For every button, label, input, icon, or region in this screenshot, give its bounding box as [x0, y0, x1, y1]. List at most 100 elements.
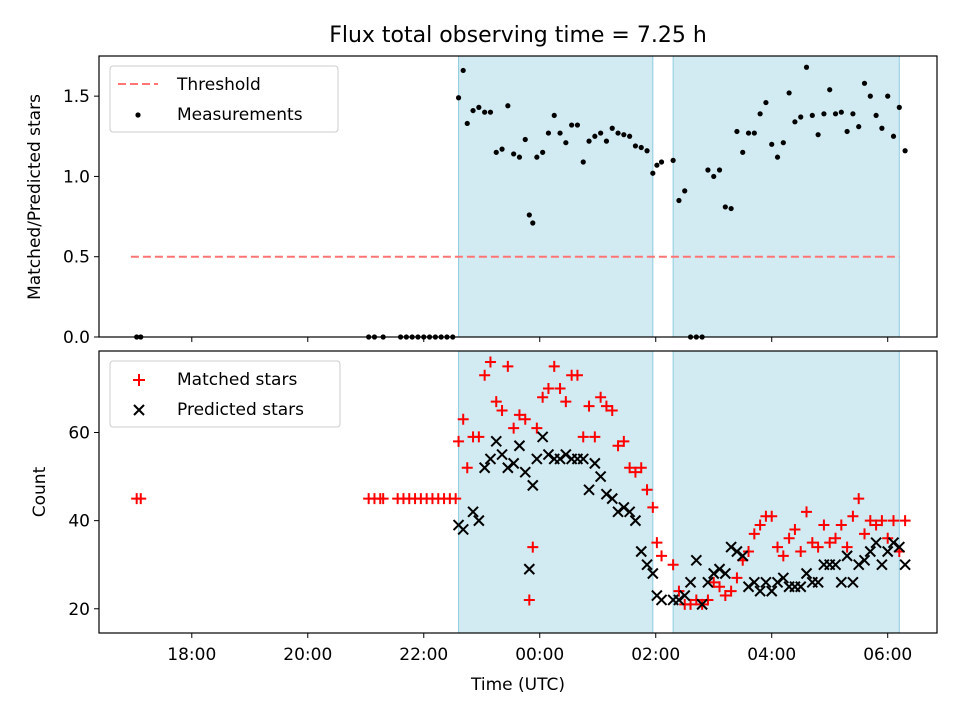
x-tick-label: 06:00: [863, 645, 912, 665]
chart-title: Flux total observing time = 7.25 h: [329, 23, 707, 48]
matched-marker: [513, 409, 525, 421]
measurement-point: [890, 133, 897, 139]
matched-marker: [830, 532, 842, 544]
predicted-marker: [467, 506, 479, 518]
measurement-point: [505, 103, 511, 109]
measurement-point: [627, 133, 633, 139]
measurement-point: [676, 197, 682, 204]
predicted-marker: [635, 545, 647, 558]
top-panel: 0.0 0.5 1.0 1.5 Matched/Predicted stars Thr…: [25, 55, 938, 348]
predicted-marker: [748, 576, 761, 589]
legend-matched-swatch: [133, 374, 145, 386]
matched-marker: [473, 431, 485, 443]
matched-marker: [876, 515, 888, 527]
predicted-marker: [577, 453, 589, 465]
top-y-tick-label: 0.0: [63, 328, 90, 348]
matched-marker: [888, 515, 900, 527]
bottom-observing-window-1: [458, 350, 654, 634]
predicted-marker: [641, 558, 653, 571]
predicted-marker: [690, 554, 703, 567]
measurement-point: [774, 154, 781, 160]
matched-marker: [714, 581, 726, 593]
legend-matched-label: Matched stars: [177, 370, 297, 390]
bottom-legend: Matched stars Predicted stars: [109, 360, 341, 428]
x-tick-label: 00:00: [515, 645, 564, 665]
predicted-marker: [647, 567, 659, 580]
top-y-tick-label: 1.5: [63, 87, 90, 107]
measurement-point: [902, 148, 908, 154]
measurement-point: [751, 130, 757, 136]
measurement-point: [757, 111, 763, 117]
measurement-point: [638, 144, 644, 151]
measurement-point: [621, 132, 627, 138]
matched-marker: [606, 404, 618, 416]
predicted-marker: [684, 576, 697, 589]
x-tick-label: 22:00: [399, 645, 448, 665]
matched-marker: [508, 422, 520, 434]
measurement-point: [861, 80, 868, 86]
top-axes-frame: [98, 55, 938, 338]
matched-marker: [537, 391, 549, 403]
predicted-stars-series: [452, 431, 911, 611]
measurement-point: [487, 109, 494, 115]
measurement-point: [526, 212, 532, 218]
bottom-legend-frame: [109, 360, 341, 428]
predicted-marker: [531, 453, 543, 465]
predicted-marker: [864, 545, 877, 558]
matched-marker: [531, 422, 543, 434]
matched-marker: [847, 510, 859, 522]
predicted-marker: [527, 479, 539, 492]
matched-marker: [542, 382, 554, 394]
matched-marker: [647, 501, 659, 513]
measurement-point: [644, 148, 650, 154]
predicted-marker: [829, 558, 842, 571]
measurement-point: [780, 140, 786, 146]
predicted-marker: [881, 545, 894, 558]
matched-marker: [571, 369, 583, 381]
measurement-point: [769, 141, 775, 147]
measurement-point: [534, 154, 540, 160]
predicted-marker: [629, 514, 642, 527]
measurement-point: [896, 104, 902, 110]
predicted-marker: [606, 492, 618, 505]
predicted-marker: [899, 558, 911, 571]
measurement-point: [511, 151, 517, 157]
bottom-y-axis-label: Count: [30, 466, 50, 517]
measurement-point: [763, 99, 769, 106]
predicted-marker: [583, 484, 595, 496]
predicted-marker: [847, 576, 859, 589]
predicted-marker: [876, 558, 888, 571]
matched-marker: [766, 510, 778, 522]
matched-marker: [656, 550, 668, 562]
predicted-marker: [496, 448, 508, 461]
predicted-marker: [513, 440, 526, 452]
measurement-point: [592, 133, 598, 139]
matched-marker: [853, 493, 865, 505]
measurement-point: [540, 149, 546, 155]
matched-marker: [589, 431, 601, 443]
matched-marker: [453, 435, 465, 447]
top-legend: Threshold Measurements: [109, 65, 339, 133]
measurement-point: [654, 162, 660, 168]
matched-marker: [624, 462, 636, 474]
top-legend-frame: [109, 65, 339, 133]
predicted-marker: [777, 572, 790, 584]
measurement-point: [516, 154, 523, 160]
matched-marker: [754, 519, 766, 531]
matched-marker: [651, 537, 663, 549]
measurement-point: [470, 107, 476, 114]
measurement-point: [632, 143, 639, 149]
top-observing-window-1: [458, 55, 654, 338]
measurement-point: [476, 104, 482, 110]
measurement-point: [603, 138, 610, 144]
bottom-y-tick-label: 20: [68, 600, 90, 620]
measurement-point: [464, 120, 470, 127]
matched-marker: [835, 519, 847, 531]
bottom-panel: 20 40 60 18:00 20:00 22:00 00:00 02:00 04:00 06:0…: [30, 350, 938, 695]
measurement-point: [844, 128, 850, 135]
matched-marker: [629, 466, 641, 478]
matched-marker: [667, 559, 679, 571]
predicted-marker: [812, 576, 824, 589]
matched-marker: [595, 391, 607, 403]
